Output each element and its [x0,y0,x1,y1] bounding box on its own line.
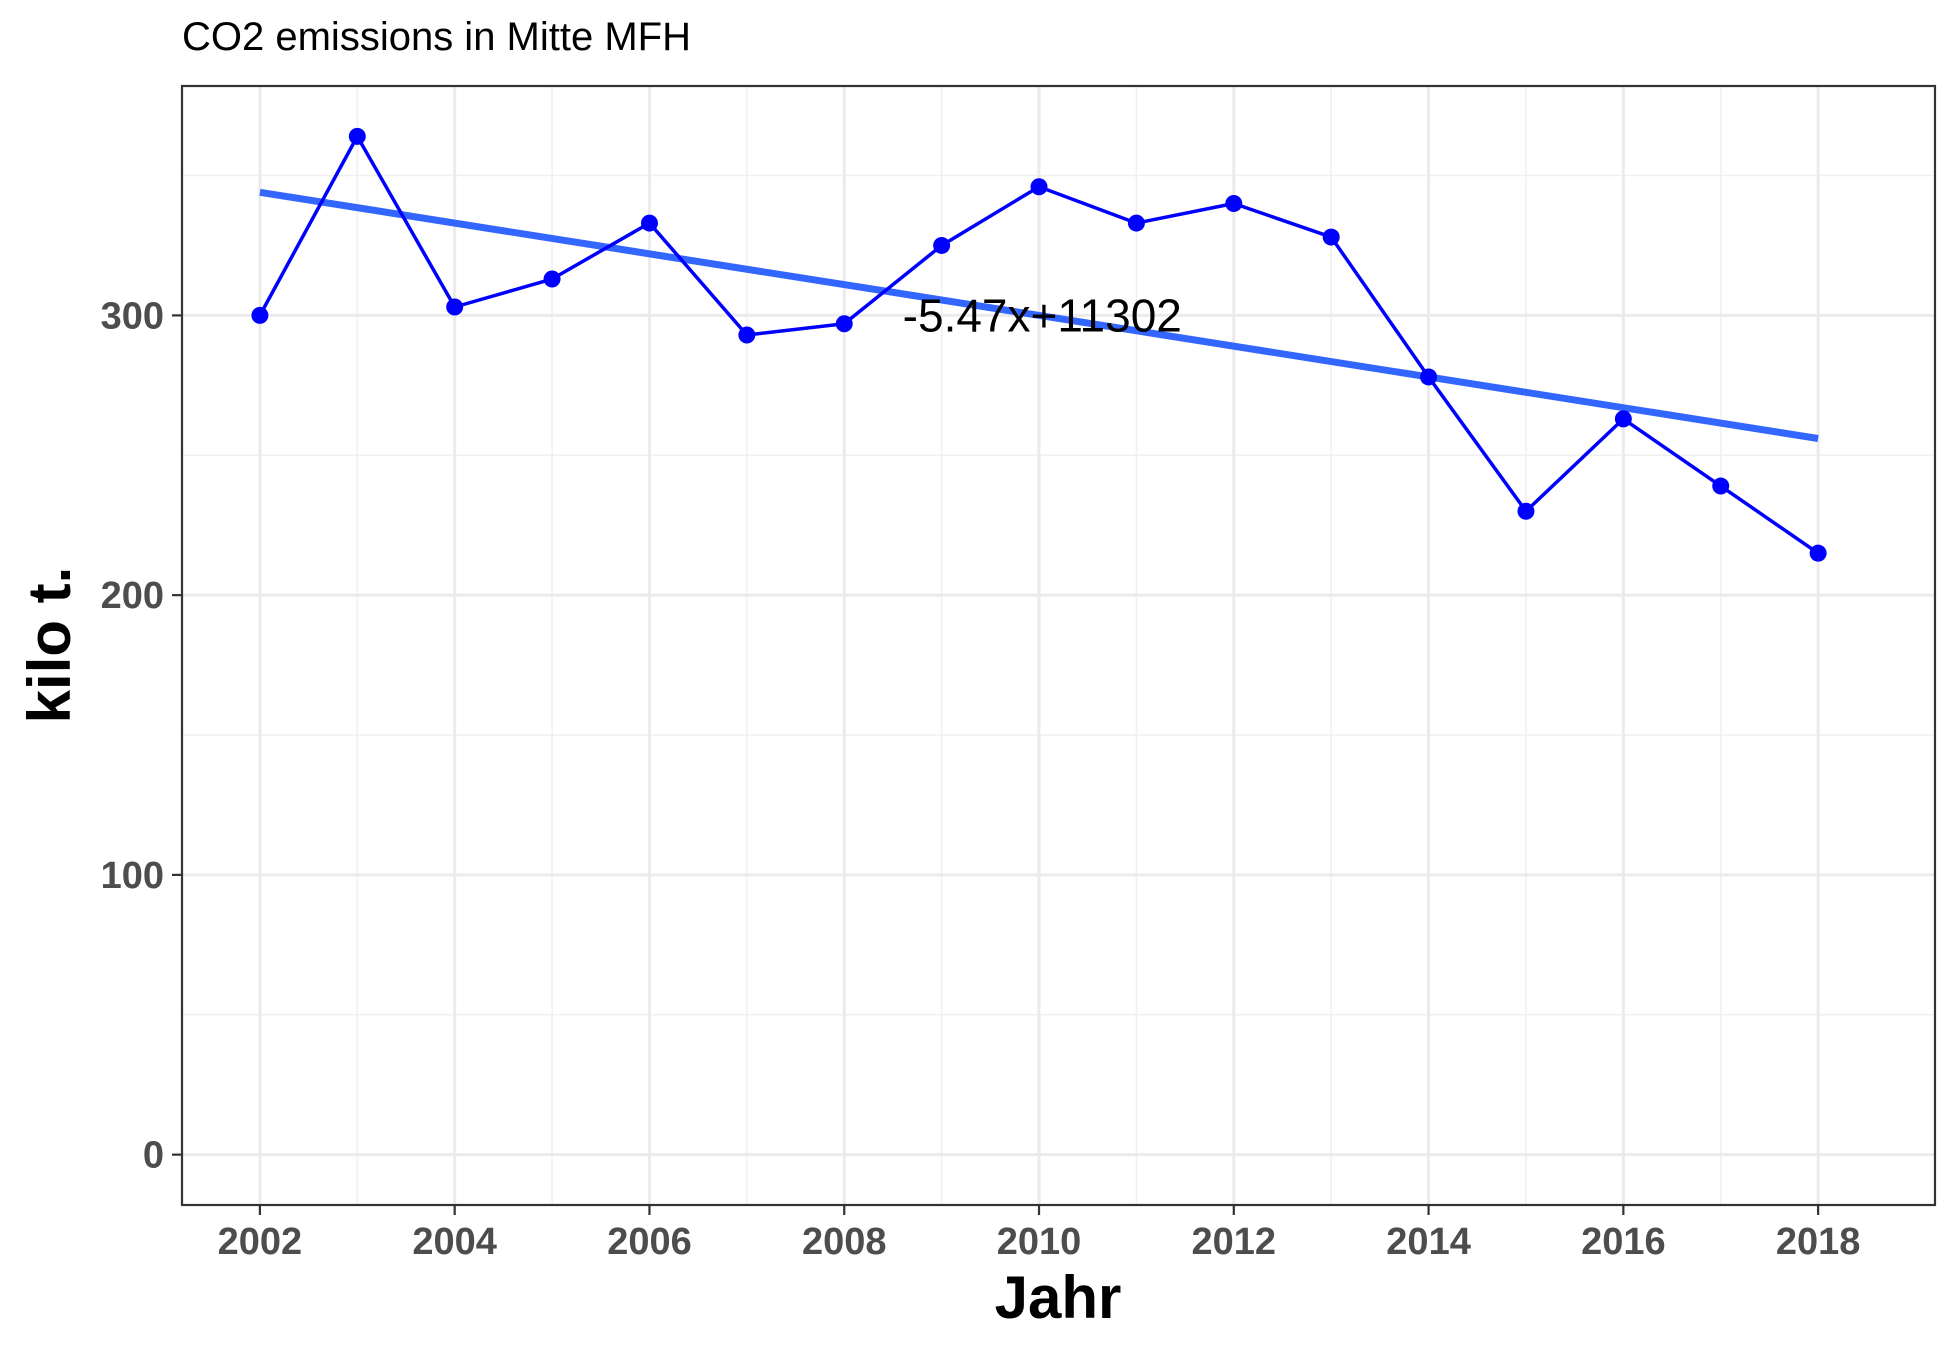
chart-title: CO2 emissions in Mitte MFH [182,15,691,59]
data-point [1809,544,1827,562]
data-point [1614,410,1632,428]
y-tick-label: 200 [101,575,164,617]
data-point [1517,502,1535,520]
data-point [835,315,853,333]
x-tick-label: 2016 [1581,1221,1666,1263]
x-tick-label: 2014 [1386,1221,1471,1263]
data-series-layer [251,127,1827,562]
x-tick-label: 2018 [1776,1221,1861,1263]
y-axis-title: kilo t. [16,567,83,724]
data-point [1322,228,1340,246]
data-point [933,236,951,254]
y-tick-label: 100 [101,855,164,897]
data-point [1420,368,1438,386]
x-tick-label: 2006 [607,1221,692,1263]
y-tick-label: 0 [143,1135,164,1177]
data-point [446,298,464,316]
trend-line-layer [259,188,1819,442]
data-point [1127,214,1145,232]
data-point [1225,194,1243,212]
plot-panel-border [180,84,1937,1207]
data-point [251,306,269,324]
x-tick-label: 2010 [997,1221,1082,1263]
x-tick-label: 2008 [802,1221,887,1263]
x-tick-label: 2012 [1192,1221,1277,1263]
data-point [543,270,561,288]
data-point [640,214,658,232]
data-point [738,326,756,344]
trend-line [259,188,1819,442]
x-tick-label: 2002 [218,1221,303,1263]
x-tick-label: 2004 [412,1221,497,1263]
trend-equation-annotation: -5.47x+11302 [903,289,1182,341]
x-axis-title: Jahr [995,1264,1122,1331]
data-point [1712,477,1730,495]
y-axis: 0 100 200 300 [101,295,182,1177]
y-tick-label: 300 [101,295,164,337]
data-point [348,127,366,145]
x-axis: 2002 2004 2006 2008 2010 2012 2014 2016 2018 [218,1205,1861,1263]
data-point [1030,178,1048,196]
